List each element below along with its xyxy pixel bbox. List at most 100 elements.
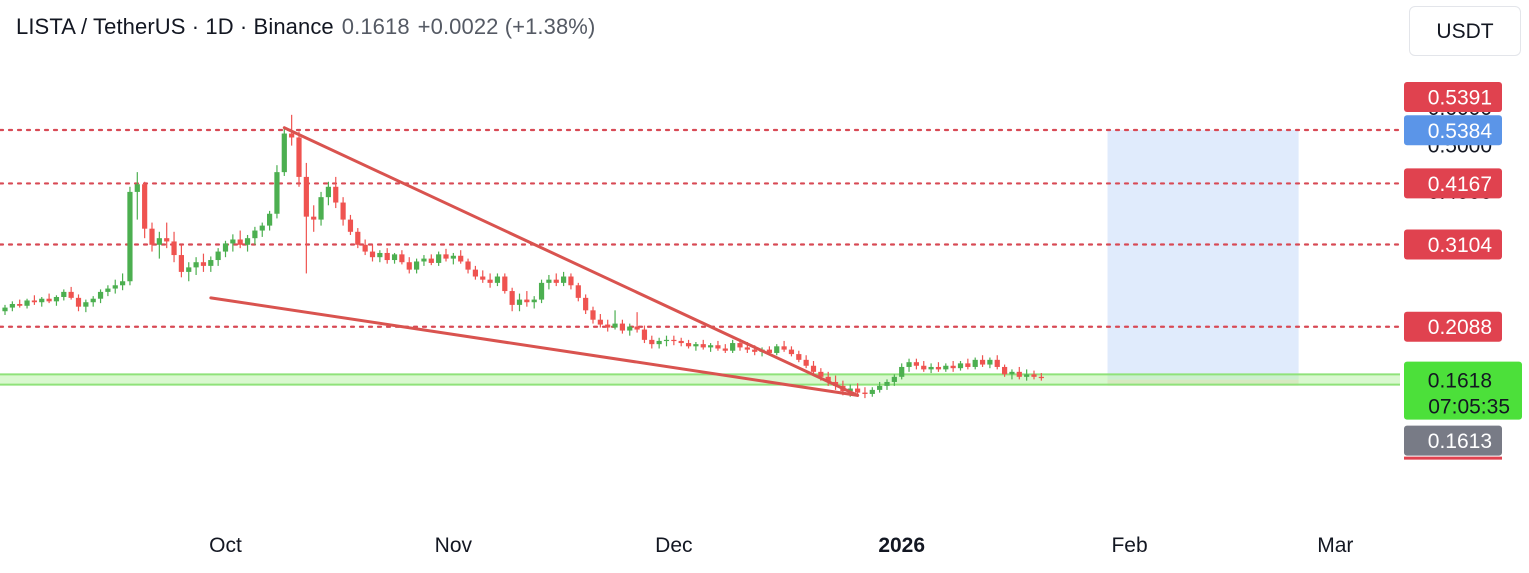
candle-body (105, 288, 111, 292)
candle-body (112, 285, 118, 289)
candle-body (340, 202, 346, 220)
candle-body (355, 231, 361, 245)
candle-body (259, 225, 265, 231)
candle-body (1038, 376, 1044, 379)
candle-body (818, 371, 824, 377)
candle-body (377, 252, 383, 258)
candle-body (208, 260, 214, 266)
x-tick-label: Feb (1111, 534, 1147, 557)
candle-body (943, 365, 949, 370)
candle-body (414, 261, 420, 270)
candle-body (230, 239, 236, 244)
candle-body (1002, 366, 1008, 375)
badge-stop-edge (1404, 456, 1502, 460)
candle-body (877, 385, 883, 390)
candle-body (458, 255, 464, 262)
candle-body (803, 359, 809, 366)
candle-body (685, 343, 692, 347)
badge-countdown: 07:05:35 (1428, 396, 1510, 419)
candle-body (193, 262, 199, 268)
x-tick-label: Nov (435, 534, 473, 557)
candle-body (700, 344, 706, 348)
candle-body (186, 267, 192, 272)
candle-body (575, 285, 581, 298)
candle-body (1009, 371, 1015, 375)
candle-body (891, 376, 897, 382)
candle-body (524, 299, 530, 303)
candle-body (656, 340, 662, 345)
candle-body (1031, 374, 1037, 377)
candle-body (766, 349, 772, 353)
candle-body (164, 238, 170, 242)
wedge-upper-trendline (282, 126, 860, 397)
candle-body (428, 258, 434, 263)
candle-body (590, 310, 596, 320)
candle-body (612, 323, 618, 328)
candle-body (31, 300, 37, 303)
candle-body (237, 239, 243, 245)
x-tick-label: Mar (1317, 534, 1353, 557)
candle-body (913, 362, 919, 366)
candle-body (391, 254, 398, 261)
candle-body (744, 347, 750, 350)
candle-body (24, 300, 30, 306)
badge-level-0.4167-bg (1404, 168, 1502, 199)
candle-body (171, 241, 177, 256)
candle-body (634, 326, 640, 330)
candle-body (774, 346, 780, 353)
candle-body (965, 363, 971, 367)
candle-body (722, 348, 728, 351)
candle-body (2, 307, 8, 312)
candle-body (53, 296, 60, 302)
symbol-title[interactable]: LISTA / TetherUS · 1D · Binance (16, 14, 334, 39)
target-profit-zone (1107, 130, 1299, 380)
candle-body (516, 299, 523, 305)
candle-body (61, 291, 67, 297)
candle-body (75, 297, 82, 307)
candle-body (583, 297, 589, 311)
candle-body (222, 243, 229, 252)
candle-body (825, 376, 831, 382)
candle-body (244, 238, 251, 245)
badge-level-0.2088-bg (1404, 311, 1502, 342)
candle-body (215, 251, 221, 261)
price-badges: 0.5391 0.5384 0.4167 0.3104 0.2088 0.1618 07:0… (1404, 82, 1522, 460)
candle-body (120, 281, 126, 286)
candle-body (9, 303, 15, 308)
candle-body (509, 291, 515, 305)
candle-body (487, 279, 493, 283)
candle-body (531, 299, 537, 303)
candle-body (347, 219, 354, 232)
candle-body (994, 359, 1000, 367)
candle-body (538, 282, 545, 300)
candle-body (788, 349, 795, 355)
candle-body (708, 345, 714, 348)
support-band-layer (0, 373, 1400, 386)
candle-body (333, 186, 339, 203)
candle-body (737, 343, 743, 348)
header-price: 0.1618 (341, 14, 410, 39)
candle-body (436, 254, 442, 263)
candle-body (90, 298, 96, 303)
candle-body (127, 191, 133, 282)
badge-entry-bg (1404, 425, 1502, 456)
candle-body (17, 303, 23, 306)
currency-selector[interactable]: USDT (1409, 6, 1521, 56)
candle-body (494, 276, 501, 283)
candle-body (715, 345, 721, 349)
candle-body (796, 354, 802, 360)
candle-body (862, 392, 868, 394)
candle-body (781, 346, 787, 350)
candle-body (97, 291, 104, 299)
badge-level-0.4167-text: 0.4167 (1428, 173, 1492, 196)
badge-level-0.3104-text: 0.3104 (1428, 234, 1493, 257)
target-box-layer (1107, 130, 1299, 386)
candle-body (406, 262, 412, 270)
candle-body (421, 258, 427, 262)
candle-body (950, 365, 956, 369)
candle-body (847, 388, 853, 392)
candle-body (649, 339, 655, 345)
wedge-layer (209, 126, 860, 397)
candle-body (384, 252, 390, 261)
